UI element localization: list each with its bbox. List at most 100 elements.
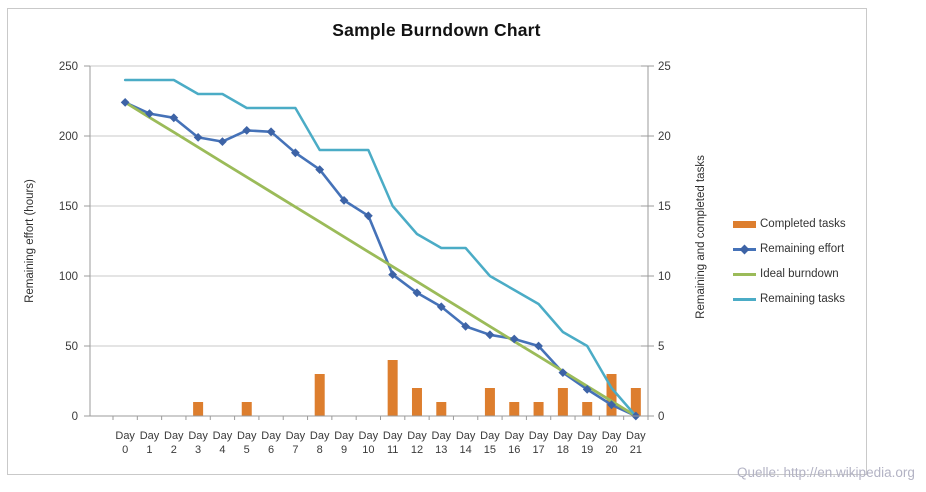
right-axis-tick-label: 25	[658, 61, 671, 73]
completed-tasks-bar	[582, 402, 593, 416]
completed-tasks-bar	[484, 388, 495, 416]
remaining-tasks-line	[123, 78, 638, 418]
remaining-effort-marker	[290, 148, 300, 158]
remaining-effort-marker	[363, 211, 373, 221]
remaining-effort-marker	[242, 126, 252, 135]
legend-label: Ideal burndown	[760, 268, 839, 280]
completed-tasks-bar	[193, 402, 204, 416]
chart-frame	[7, 8, 867, 475]
remaining-effort-marker	[218, 137, 227, 146]
day-label-number: 18	[557, 444, 569, 456]
remaining-effort-marker	[607, 400, 616, 410]
legend: Completed tasks Remaining effort Ideal b…	[733, 217, 846, 317]
day-label-number: 10	[362, 444, 374, 456]
day-label-number: 7	[292, 444, 298, 456]
line-diamond-swatch-icon	[733, 242, 756, 256]
right-axis-tick-label: 20	[658, 131, 671, 143]
legend-item-remaining-effort: Remaining effort	[733, 242, 846, 256]
completed-tasks-bar	[533, 402, 544, 416]
ideal-burndown-line	[123, 101, 638, 418]
remaining-effort-marker	[339, 196, 349, 205]
completed-tasks-bar	[509, 402, 520, 416]
day-label-number: 17	[532, 444, 544, 456]
day-label-number: 9	[341, 444, 347, 456]
day-label-word: Day	[310, 430, 330, 442]
completed-tasks-bar	[241, 402, 252, 416]
day-label-word: Day	[286, 430, 306, 442]
day-label-word: Day	[553, 430, 573, 442]
day-label-word: Day	[115, 430, 135, 442]
remaining-effort-marker	[193, 133, 203, 142]
source-watermark: Quelle: http://en.wikipedia.org	[737, 465, 915, 480]
day-label-number: 13	[435, 444, 447, 456]
line-swatch-icon	[733, 292, 756, 306]
left-axis-tick-label: 250	[59, 61, 78, 73]
day-label-word: Day	[529, 430, 549, 442]
day-label-word: Day	[480, 430, 500, 442]
remaining-effort-marker	[388, 270, 398, 279]
completed-tasks-bar	[606, 374, 617, 416]
day-label-number: 14	[459, 444, 471, 456]
day-label-word: Day	[359, 430, 379, 442]
right-axis-tick-label: 5	[658, 341, 664, 353]
right-axis-title: Remaining and completed tasks	[695, 155, 707, 319]
remaining-effort-line	[123, 101, 638, 418]
day-label-word: Day	[504, 430, 524, 442]
left-axis-tick-label: 0	[72, 411, 78, 423]
remaining-effort-marker	[461, 322, 471, 331]
day-label-word: Day	[577, 430, 597, 442]
remaining-effort-marker	[266, 127, 276, 137]
day-label-number: 15	[484, 444, 496, 456]
remaining-effort-marker	[558, 368, 568, 377]
day-label-number: 20	[605, 444, 617, 456]
day-label-word: Day	[383, 430, 403, 442]
day-label-word: Day	[334, 430, 354, 442]
chart-title: Sample Burndown Chart	[332, 20, 541, 40]
day-label-number: 8	[317, 444, 323, 456]
line-swatch-icon	[733, 267, 756, 281]
day-label-number: 21	[630, 444, 642, 456]
bar-swatch-icon	[733, 217, 756, 231]
remaining-effort-marker	[120, 98, 130, 107]
remaining-effort-marker	[436, 302, 446, 312]
day-label-number: 1	[146, 444, 152, 456]
right-axis-tick-label: 15	[658, 201, 671, 213]
remaining-effort-marker	[509, 334, 519, 344]
day-label-number: 2	[171, 444, 177, 456]
completed-tasks-bar	[557, 388, 568, 416]
day-label-number: 5	[244, 444, 250, 456]
left-axis-tick-label: 100	[59, 271, 78, 283]
day-label-word: Day	[164, 430, 184, 442]
day-label-word: Day	[213, 430, 233, 442]
remaining-effort-marker	[145, 109, 154, 118]
day-label-word: Day	[432, 430, 452, 442]
day-label-word: Day	[456, 430, 476, 442]
remaining-effort-marker	[169, 113, 179, 123]
day-label-word: Day	[626, 430, 646, 442]
day-label-word: Day	[602, 430, 622, 442]
completed-tasks-bar	[411, 388, 422, 416]
day-label-number: 16	[508, 444, 520, 456]
day-label-word: Day	[261, 430, 281, 442]
legend-label: Remaining effort	[760, 243, 845, 255]
day-label-number: 19	[581, 444, 593, 456]
legend-item-remaining-tasks: Remaining tasks	[733, 292, 846, 306]
remaining-effort-marker	[485, 330, 495, 340]
day-label-word: Day	[140, 430, 160, 442]
legend-item-completed-tasks: Completed tasks	[733, 217, 846, 231]
completed-tasks-bar	[436, 402, 447, 416]
day-label-number: 11	[387, 444, 398, 456]
remaining-effort-marker	[315, 165, 325, 174]
day-label-word: Day	[237, 430, 257, 442]
left-axis-tick-label: 50	[65, 341, 78, 353]
day-label-word: Day	[407, 430, 427, 442]
remaining-effort-marker	[412, 288, 422, 298]
remaining-effort-marker	[582, 385, 592, 394]
left-axis-title: Remaining effort (hours)	[24, 179, 36, 303]
day-label-number: 6	[268, 444, 274, 456]
day-label-number: 4	[219, 444, 225, 456]
legend-item-ideal-burndown: Ideal burndown	[733, 267, 846, 281]
day-label-number: 12	[411, 444, 423, 456]
